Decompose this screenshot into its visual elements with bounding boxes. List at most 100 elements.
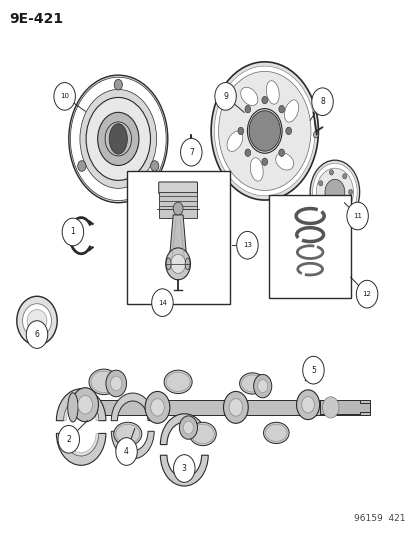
- Ellipse shape: [226, 131, 242, 151]
- Circle shape: [316, 168, 353, 216]
- Polygon shape: [169, 215, 187, 264]
- Circle shape: [116, 438, 137, 465]
- Circle shape: [72, 387, 98, 422]
- Ellipse shape: [263, 422, 288, 443]
- Circle shape: [296, 390, 319, 419]
- Circle shape: [58, 425, 79, 453]
- Circle shape: [249, 111, 280, 151]
- Text: 9E-421: 9E-421: [9, 12, 63, 27]
- Ellipse shape: [22, 304, 51, 338]
- Circle shape: [211, 62, 318, 200]
- Ellipse shape: [275, 153, 293, 170]
- Circle shape: [70, 77, 166, 200]
- Circle shape: [329, 209, 333, 214]
- Circle shape: [322, 397, 338, 418]
- Polygon shape: [320, 400, 369, 414]
- Circle shape: [313, 132, 318, 138]
- Text: 5: 5: [310, 366, 315, 375]
- Circle shape: [173, 202, 183, 215]
- Circle shape: [278, 149, 284, 157]
- Circle shape: [105, 122, 131, 156]
- Circle shape: [214, 83, 236, 110]
- Circle shape: [110, 376, 121, 391]
- Circle shape: [318, 198, 322, 204]
- Circle shape: [278, 106, 284, 113]
- Circle shape: [69, 75, 167, 203]
- Circle shape: [114, 79, 122, 90]
- Circle shape: [342, 205, 346, 211]
- Circle shape: [179, 416, 197, 439]
- Ellipse shape: [185, 258, 190, 270]
- Circle shape: [165, 248, 190, 280]
- Circle shape: [80, 90, 156, 188]
- Circle shape: [151, 289, 173, 317]
- Circle shape: [324, 179, 344, 205]
- FancyBboxPatch shape: [158, 182, 197, 193]
- Ellipse shape: [240, 87, 257, 106]
- Circle shape: [285, 127, 291, 135]
- Circle shape: [223, 391, 248, 423]
- Circle shape: [348, 189, 352, 195]
- Text: 3: 3: [181, 464, 186, 473]
- Circle shape: [188, 156, 193, 162]
- Ellipse shape: [109, 124, 127, 154]
- Circle shape: [301, 397, 314, 413]
- Circle shape: [78, 395, 93, 414]
- Circle shape: [170, 254, 185, 273]
- Bar: [268, 195, 351, 298]
- Text: 10: 10: [60, 93, 69, 99]
- Circle shape: [261, 96, 267, 104]
- Text: 11: 11: [352, 213, 361, 219]
- Ellipse shape: [89, 369, 119, 394]
- Circle shape: [261, 158, 267, 165]
- Circle shape: [329, 169, 333, 175]
- Text: 12: 12: [362, 291, 370, 297]
- Circle shape: [106, 370, 126, 397]
- Ellipse shape: [166, 372, 190, 391]
- Circle shape: [150, 399, 164, 416]
- Text: 7: 7: [188, 148, 193, 157]
- Ellipse shape: [241, 375, 263, 392]
- Circle shape: [218, 71, 310, 190]
- Ellipse shape: [250, 158, 263, 181]
- Ellipse shape: [239, 373, 265, 394]
- Ellipse shape: [17, 296, 57, 345]
- Circle shape: [309, 160, 359, 224]
- Wedge shape: [111, 431, 154, 459]
- Circle shape: [86, 98, 150, 180]
- Ellipse shape: [284, 100, 298, 122]
- Ellipse shape: [114, 422, 142, 446]
- Text: 1: 1: [70, 228, 75, 237]
- Circle shape: [228, 399, 242, 416]
- Ellipse shape: [191, 424, 214, 443]
- Circle shape: [145, 391, 169, 423]
- Ellipse shape: [189, 422, 216, 446]
- Text: 96159  421: 96159 421: [353, 514, 404, 523]
- Wedge shape: [56, 389, 106, 421]
- Circle shape: [62, 218, 83, 246]
- Ellipse shape: [116, 424, 140, 443]
- Circle shape: [253, 374, 271, 398]
- Ellipse shape: [91, 371, 116, 392]
- Text: 8: 8: [319, 97, 324, 106]
- Circle shape: [237, 127, 243, 135]
- FancyBboxPatch shape: [159, 192, 197, 218]
- Wedge shape: [160, 414, 208, 445]
- Ellipse shape: [68, 393, 78, 422]
- Circle shape: [247, 109, 281, 154]
- Circle shape: [236, 231, 258, 259]
- Circle shape: [173, 455, 195, 482]
- Text: 2: 2: [66, 435, 71, 444]
- Circle shape: [244, 106, 250, 113]
- Ellipse shape: [266, 80, 278, 104]
- Text: 4: 4: [124, 447, 129, 456]
- Text: 6: 6: [34, 330, 39, 339]
- Circle shape: [342, 174, 346, 179]
- Bar: [126, 171, 229, 304]
- Circle shape: [26, 321, 47, 349]
- Circle shape: [183, 421, 193, 434]
- Wedge shape: [64, 433, 98, 456]
- Ellipse shape: [27, 310, 47, 332]
- Wedge shape: [64, 398, 98, 421]
- Ellipse shape: [164, 370, 192, 393]
